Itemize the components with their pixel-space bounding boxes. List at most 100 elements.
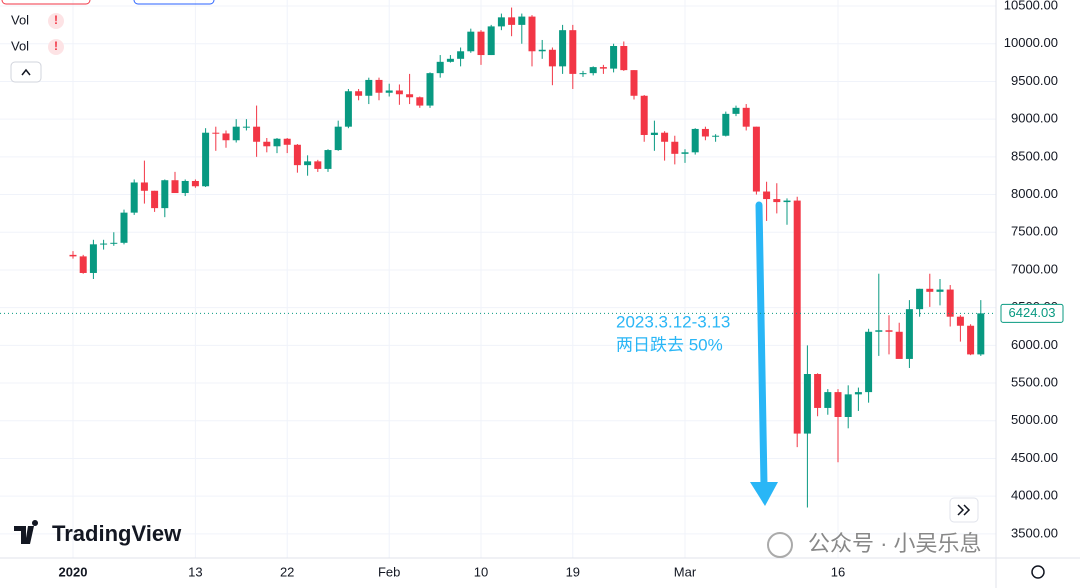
chevron-up (21, 68, 31, 76)
y-tick-label: 4500.00 (1011, 450, 1058, 465)
candle-body (548, 49, 556, 67)
candle-body (263, 141, 271, 147)
candle-body (130, 182, 138, 213)
candle-body (477, 31, 485, 56)
candle-body (365, 79, 373, 96)
logo-mark (14, 520, 39, 544)
y-tick-label: 6000.00 (1011, 337, 1058, 352)
candle-body (232, 126, 240, 141)
candle-body (814, 374, 822, 408)
y-tick-label: 8500.00 (1011, 148, 1058, 163)
candle-body (324, 150, 332, 169)
settings-icon[interactable] (1031, 565, 1045, 579)
candle-body (110, 242, 118, 244)
candle-body (946, 289, 954, 317)
candle-body (701, 128, 709, 137)
annotation: 两日跌去 50% (616, 335, 723, 354)
candle-body (712, 135, 720, 137)
warning-icon[interactable] (48, 13, 64, 29)
candle-body (406, 94, 414, 98)
candle-body (803, 374, 811, 434)
candle-body (212, 132, 220, 134)
legend-label: Vol (11, 38, 29, 53)
y-tick-label: 3500.00 (1011, 525, 1058, 540)
candle-body (824, 392, 832, 408)
candles (69, 7, 985, 508)
candle-body (120, 212, 128, 243)
warning-mark: ! (54, 13, 58, 27)
y-tick-label: 10500.00 (1004, 0, 1058, 12)
candle-body (671, 141, 679, 154)
collapse-button[interactable] (10, 61, 42, 83)
candle-body (314, 161, 322, 169)
candle-body (446, 58, 454, 62)
watermark: 公众号 · 小吴乐息 (808, 531, 982, 556)
candle-body (69, 254, 77, 257)
arrow (755, 201, 768, 489)
x-tick-label: Mar (674, 564, 697, 579)
candle-body (589, 67, 597, 74)
y-tick-label: 4000.00 (1011, 488, 1058, 503)
last-price-tag (1000, 303, 1064, 323)
candle-body (191, 180, 199, 187)
x-tick-label: 22 (280, 564, 294, 579)
candle-body (936, 289, 944, 292)
candle-body (202, 132, 210, 187)
candle-body (722, 113, 730, 136)
candle-body (681, 152, 689, 154)
candle-body (457, 51, 465, 59)
candle-body (385, 90, 393, 93)
x-tick-label: 19 (566, 564, 580, 579)
candle-body (79, 256, 87, 273)
x-tick-label: 2020 (59, 564, 88, 579)
warning-icon[interactable] (48, 39, 64, 55)
top-button[interactable] (1, 0, 91, 5)
candle-body (834, 392, 842, 417)
last-price-label: 6424.03 (1009, 305, 1056, 320)
candle-body (610, 45, 618, 69)
candle-body (487, 26, 495, 56)
candle-body (222, 133, 230, 141)
candle-body (599, 67, 607, 69)
candle-body (426, 73, 434, 106)
wechat-icon (767, 532, 793, 558)
candle-body (742, 107, 750, 127)
candle-body (640, 95, 648, 135)
x-tick-label: 16 (831, 564, 845, 579)
y-tick-label: 8000.00 (1011, 186, 1058, 201)
x-tick-label: 13 (188, 564, 202, 579)
y-tick-label: 5000.00 (1011, 412, 1058, 427)
arrow-head (750, 482, 778, 506)
top-button[interactable] (133, 0, 215, 5)
candle-body (854, 392, 862, 395)
candle-body (344, 91, 352, 127)
candle-body (161, 180, 169, 209)
candle-body (253, 126, 261, 142)
candle-body (559, 30, 567, 67)
candle-body (650, 132, 658, 135)
candle-body (416, 97, 424, 106)
annotation: 2023.3.12-3.13 (616, 312, 730, 331)
candle-body (181, 180, 189, 194)
candle-body (620, 45, 628, 71)
candle-body (844, 394, 852, 417)
candle-body (395, 90, 403, 95)
candle-body (508, 17, 516, 25)
candle-body (283, 138, 291, 145)
candle-body (242, 126, 250, 128)
candle-body (691, 128, 699, 153)
candle-body (100, 243, 108, 245)
y-tick-label: 9500.00 (1011, 73, 1058, 88)
candle-body (518, 16, 526, 25)
candle-body (579, 73, 587, 75)
legend-label: Vol (11, 12, 29, 27)
double-chevron (957, 504, 971, 516)
y-tick-label: 7500.00 (1011, 224, 1058, 239)
y-tick-label: 9000.00 (1011, 111, 1058, 126)
candle-body (783, 200, 791, 203)
candle-body (732, 107, 740, 114)
candle-body (89, 244, 97, 273)
candle-body (763, 191, 771, 200)
candle-body (875, 330, 883, 332)
